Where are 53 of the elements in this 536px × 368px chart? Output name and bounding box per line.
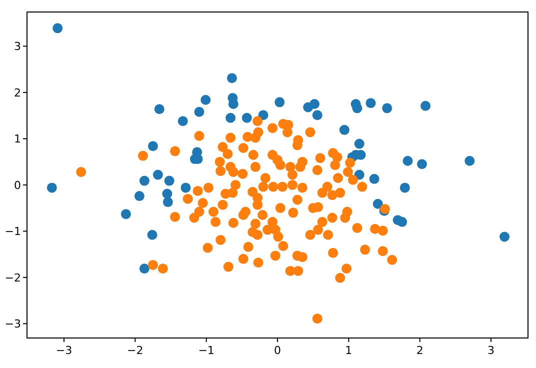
point — [339, 124, 350, 135]
x-tick-label: 1 — [345, 344, 352, 357]
point — [258, 110, 268, 120]
y-tick-label: 1 — [14, 132, 21, 146]
point — [242, 112, 252, 123]
point — [46, 182, 57, 193]
x-tick-label: 2 — [416, 344, 424, 357]
point — [139, 176, 150, 186]
point — [162, 197, 173, 208]
point — [164, 176, 174, 186]
y-tick-label: −1 — [4, 225, 21, 238]
point — [52, 23, 63, 34]
point — [154, 104, 164, 114]
point — [464, 156, 475, 166]
point — [312, 110, 322, 120]
point — [382, 103, 392, 114]
point — [402, 156, 413, 166]
point — [416, 159, 427, 170]
point — [162, 188, 172, 199]
point — [366, 98, 376, 108]
point — [134, 191, 144, 202]
point — [178, 116, 188, 126]
point — [400, 182, 410, 193]
x-tick-label: −3 — [56, 344, 72, 357]
y-tick-label: 3 — [14, 40, 21, 54]
point — [274, 97, 285, 108]
y-tick-label: −2 — [4, 271, 21, 284]
point — [352, 103, 362, 114]
point — [148, 141, 158, 152]
point — [372, 198, 383, 209]
point — [369, 174, 380, 184]
point — [147, 230, 158, 240]
point — [500, 232, 510, 242]
point — [228, 99, 238, 110]
point — [354, 138, 364, 149]
y-tick-label: −3 — [4, 318, 21, 331]
point — [180, 182, 191, 193]
point — [139, 264, 150, 274]
point — [226, 112, 236, 123]
point — [152, 170, 163, 180]
point — [397, 216, 408, 227]
point — [226, 73, 237, 84]
point — [420, 100, 431, 111]
x-tick-label: 0 — [274, 344, 281, 357]
x-tick-label: −2 — [127, 344, 144, 357]
point — [200, 94, 211, 105]
y-tick-label: 0 — [14, 178, 21, 192]
point — [194, 106, 204, 117]
point — [310, 99, 320, 110]
point — [120, 209, 131, 220]
y-tick-label: 2 — [14, 86, 21, 100]
x-tick-label: 3 — [487, 344, 494, 357]
x-tick-label: −1 — [198, 344, 214, 357]
